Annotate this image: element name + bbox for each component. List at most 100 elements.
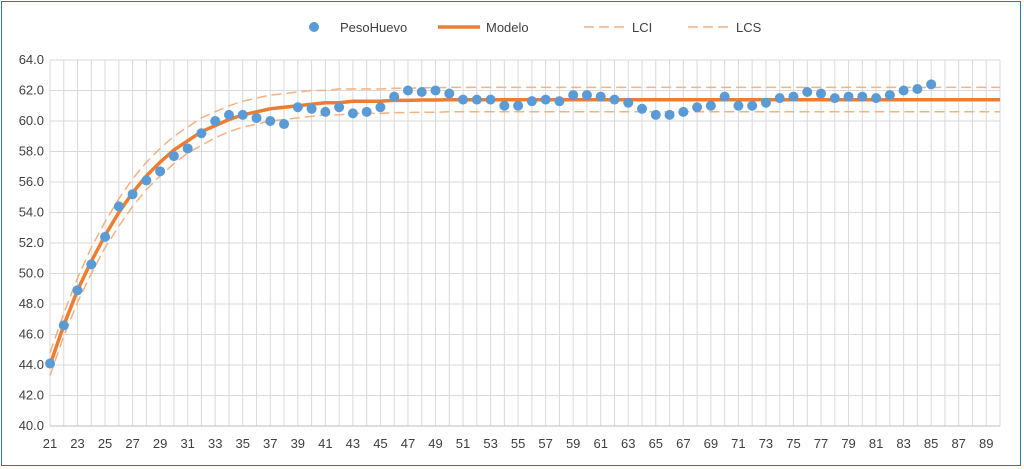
pesohuevo-point <box>637 103 648 114</box>
x-tick-label: 75 <box>786 436 800 451</box>
pesohuevo-point <box>829 93 840 104</box>
y-tick-label: 52.0 <box>19 235 44 250</box>
x-tick-label: 71 <box>731 436 745 451</box>
pesohuevo-point <box>237 109 248 120</box>
pesohuevo-point <box>760 97 771 108</box>
x-tick-label: 47 <box>401 436 415 451</box>
x-tick-label: 43 <box>346 436 360 451</box>
pesohuevo-point <box>320 106 331 117</box>
y-tick-label: 58.0 <box>19 144 44 159</box>
pesohuevo-point <box>389 91 400 102</box>
pesohuevo-point <box>871 93 882 104</box>
pesohuevo-point <box>458 94 469 105</box>
pesohuevo-point <box>306 103 317 114</box>
series-layer <box>45 79 1000 376</box>
pesohuevo-point <box>719 91 730 102</box>
x-tick-label: 39 <box>291 436 305 451</box>
legend-marker-pesohuevo <box>309 22 319 32</box>
x-tick-label: 53 <box>483 436 497 451</box>
pesohuevo-point <box>292 102 303 113</box>
pesohuevo-point <box>430 85 441 96</box>
x-tick-label: 79 <box>841 436 855 451</box>
x-tick-label: 41 <box>318 436 332 451</box>
pesohuevo-point <box>857 91 868 102</box>
pesohuevo-point <box>595 91 606 102</box>
legend-entry-lci: LCI <box>584 20 652 35</box>
pesohuevo-point <box>513 100 524 111</box>
x-tick-label: 83 <box>896 436 910 451</box>
x-tick-label: 27 <box>125 436 139 451</box>
pesohuevo-point <box>223 109 234 120</box>
pesohuevo-point <box>623 97 634 108</box>
pesohuevo-point <box>664 109 675 120</box>
x-tick-label: 87 <box>951 436 965 451</box>
pesohuevo-point <box>526 96 537 107</box>
x-tick-label: 85 <box>924 436 938 451</box>
x-tick-label: 55 <box>511 436 525 451</box>
x-tick-label: 31 <box>180 436 194 451</box>
pesohuevo-point <box>361 106 372 117</box>
pesohuevo-point <box>485 94 496 105</box>
y-tick-label: 48.0 <box>19 296 44 311</box>
pesohuevo-point <box>168 151 179 162</box>
x-tick-label: 25 <box>98 436 112 451</box>
pesohuevo-point <box>884 90 895 101</box>
axes: 40.0 42.0 44.0 46.0 48.0 50.0 52.0 54.0 56.0 58.0… <box>19 52 1000 451</box>
x-tick-label: 69 <box>704 436 718 451</box>
x-tick-label: 81 <box>869 436 883 451</box>
pesohuevo-point <box>609 94 620 105</box>
legend-entry-pesohuevo: PesoHuevo <box>309 20 407 35</box>
x-tick-label: 65 <box>649 436 663 451</box>
pesohuevo-point <box>141 175 152 186</box>
y-tick-label: 40.0 <box>19 418 44 433</box>
pesohuevo-point <box>912 83 923 94</box>
x-tick-label: 63 <box>621 436 635 451</box>
pesohuevo-point <box>444 88 455 99</box>
pesohuevo-point <box>100 231 111 242</box>
pesohuevo-point <box>843 91 854 102</box>
pesohuevo-point <box>816 88 827 99</box>
y-tick-label: 44.0 <box>19 357 44 372</box>
x-tick-label: 61 <box>593 436 607 451</box>
legend-label-pesohuevo: PesoHuevo <box>340 20 407 35</box>
pesohuevo-point <box>802 87 813 98</box>
pesohuevo-point <box>86 259 97 270</box>
x-tick-label: 33 <box>208 436 222 451</box>
legend-label-lci: LCI <box>632 20 652 35</box>
pesohuevo-point <box>540 94 551 105</box>
y-tick-label: 46.0 <box>19 327 44 342</box>
y-tick-label: 64.0 <box>19 52 44 67</box>
x-tick-label: 59 <box>566 436 580 451</box>
pesohuevo-point <box>416 87 427 98</box>
pesohuevo-point <box>113 201 124 212</box>
x-tick-label: 45 <box>373 436 387 451</box>
pesohuevo-point <box>788 91 799 102</box>
x-tick-label: 49 <box>428 436 442 451</box>
pesohuevo-point <box>182 143 193 154</box>
lcs-line <box>49 86 1000 354</box>
pesohuevo-point <box>402 85 413 96</box>
legend-label-lcs: LCS <box>736 20 762 35</box>
x-tick-label: 57 <box>538 436 552 451</box>
y-tick-label: 56.0 <box>19 174 44 189</box>
pesohuevo-point <box>705 100 716 111</box>
pesohuevo-point <box>692 102 703 113</box>
pesohuevo-point <box>733 100 744 111</box>
pesohuevo-point <box>471 94 482 105</box>
x-tick-label: 21 <box>43 436 57 451</box>
pesohuevo-point <box>568 90 579 101</box>
legend-entry-lcs: LCS <box>688 20 762 35</box>
x-tick-label: 37 <box>263 436 277 451</box>
pesohuevo-point <box>45 358 55 369</box>
legend-label-modelo: Modelo <box>486 20 529 35</box>
pesohuevo-point <box>334 102 345 113</box>
pesohuevo-point <box>347 108 358 119</box>
pesohuevo-point <box>58 320 69 331</box>
pesohuevo-point <box>554 96 565 107</box>
pesohuevo-point <box>196 128 207 139</box>
y-tick-label: 42.0 <box>19 388 44 403</box>
legend-entry-modelo: Modelo <box>438 20 529 35</box>
pesohuevo-point <box>774 93 785 104</box>
